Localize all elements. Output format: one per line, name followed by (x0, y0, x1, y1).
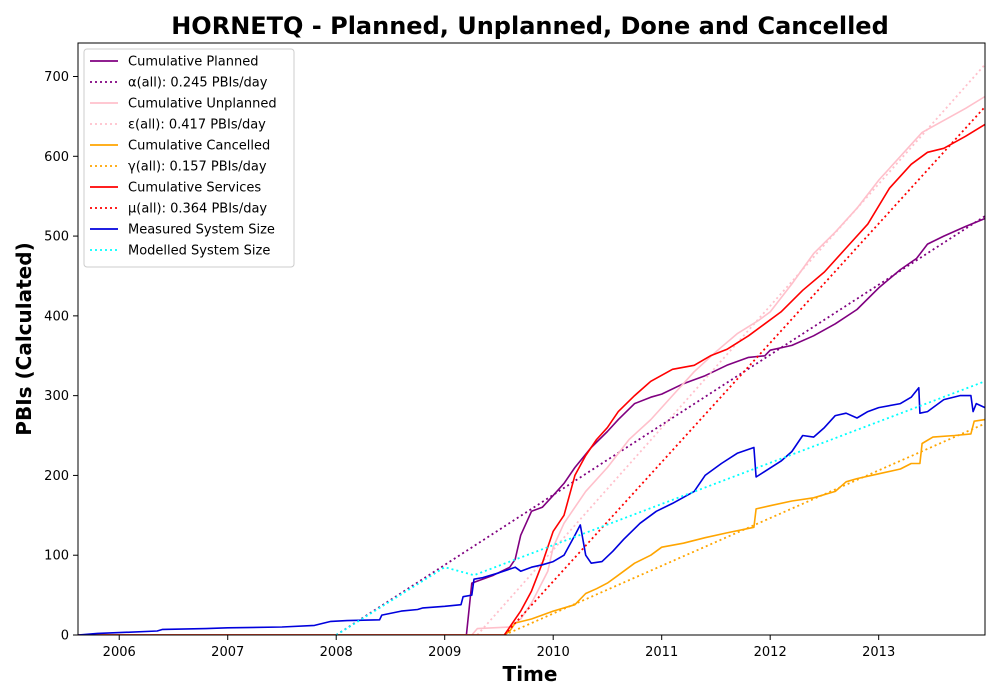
y-tick-label: 0 (61, 629, 69, 644)
x-tick-label: 2011 (645, 645, 678, 660)
legend-box (83, 48, 295, 268)
legend-label: Cumulative Unplanned (128, 97, 277, 112)
x-tick-label: 2006 (103, 645, 136, 660)
x-tick-label: 2012 (754, 645, 787, 660)
x-tick-label: 2013 (862, 645, 895, 660)
y-tick-label: 400 (44, 309, 69, 324)
series-lines (78, 63, 985, 635)
chart-title: HORNETQ - Planned, Unplanned, Done and C… (171, 12, 889, 40)
legend-label: μ(all): 0.364 PBIs/day (128, 202, 267, 217)
x-tick-label: 2009 (428, 645, 461, 660)
legend: Cumulative Planned α(all): 0.245 PBIs/day… (83, 48, 295, 268)
series-line-3 (476, 63, 985, 635)
series-line-8 (78, 386, 985, 635)
legend-label: Cumulative Services (128, 181, 261, 196)
y-tick-label: 700 (44, 70, 69, 85)
legend-label: ε(all): 0.417 PBIs/day (128, 118, 266, 133)
series-line-4 (78, 418, 985, 635)
y-tick-label: 300 (44, 389, 69, 404)
series-line-7 (503, 106, 985, 635)
legend-label: γ(all): 0.157 PBIs/day (128, 160, 267, 175)
series-line-1 (335, 215, 985, 635)
legend-label: α(all): 0.245 PBIs/day (128, 76, 268, 91)
y-axis-label: PBIs (Calculated) (12, 242, 36, 435)
y-tick-label: 200 (44, 469, 69, 484)
legend-label: Measured System Size (128, 223, 275, 238)
series-line-9 (335, 380, 985, 635)
series-line-6 (78, 123, 985, 635)
series-line-0 (78, 217, 985, 635)
y-tick-label: 600 (44, 150, 69, 165)
x-tick-label: 2010 (537, 645, 570, 660)
legend-label: Cumulative Planned (128, 55, 258, 70)
legend-label: Cumulative Cancelled (128, 139, 270, 154)
y-tick-label: 500 (44, 230, 69, 245)
legend-label: Modelled System Size (128, 244, 270, 259)
x-axis-label: Time (503, 662, 558, 686)
x-tick-label: 2007 (211, 645, 244, 660)
axes-frame (77, 42, 986, 636)
x-tick-label: 2008 (320, 645, 353, 660)
y-tick-label: 100 (44, 549, 69, 564)
plot-area: 2006 2007 2008 2009 2010 2011 2012 2013 0 100 200 3… (44, 42, 986, 660)
